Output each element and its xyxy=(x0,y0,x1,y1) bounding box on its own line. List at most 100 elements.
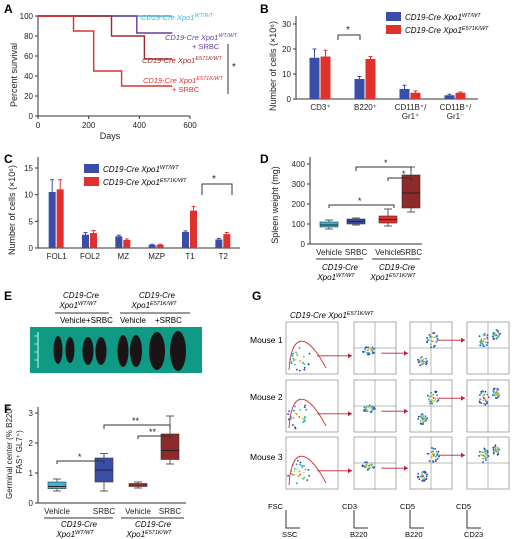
flow-dot-1-0-0-9 xyxy=(294,405,296,408)
flow-dot-0-2-1-17 xyxy=(431,340,434,343)
flow-dot-2-0-0-16 xyxy=(297,460,299,462)
panel-f-xcat-1: SRBC xyxy=(93,507,115,516)
flow-dot-2-3-0-8 xyxy=(482,457,485,460)
panel-b-categories: CD3⁺ B220⁺ CD11B⁺/Gr1⁺CD11B⁺/Gr1⁻ xyxy=(310,103,472,121)
legend-a-2-label: CD19-Cre Xpo1 xyxy=(142,56,195,65)
flow-dot-1-2-1-20 xyxy=(434,398,437,401)
panel-c-bar-0-5 xyxy=(215,239,223,248)
flow-dot-0-0-0-6 xyxy=(296,354,299,357)
panel-c-categories: FOL1 FOL2 MZ MZP T1 T2 xyxy=(47,252,229,261)
flow-dot-2-1-0-15 xyxy=(371,463,373,466)
panel-d-group1-l2: Xpo1WT/WT xyxy=(316,273,355,282)
flow-dot-1-3-0-2 xyxy=(480,392,482,395)
panel-c-bar-1-3 xyxy=(156,244,164,248)
legend-a-2-sup: E571K/WT xyxy=(195,56,222,62)
legend-a-2: CD19-Cre Xpo1E571K/WT xyxy=(142,56,223,65)
flow-dot-1-3-1-14 xyxy=(491,394,494,396)
flow-dot-1-2-1-15 xyxy=(432,400,435,403)
flow-dot-0-2-1-18 xyxy=(436,337,439,340)
flow-dot-1-2-0-25 xyxy=(422,415,425,417)
panel-d-ytick-label-2: 200 xyxy=(292,200,306,209)
panel-d-boxes xyxy=(319,166,421,230)
panel-a-yticks: 0 20 40 60 80 100 xyxy=(20,12,38,121)
flow-dot-0-2-0-23 xyxy=(417,358,419,361)
panel-b-bar-1-0 xyxy=(320,56,331,99)
flow-dot-1-2-1-5 xyxy=(426,394,429,397)
flow-dot-2-0-0-8 xyxy=(295,463,298,466)
flow-dot-0-3-0-17 xyxy=(484,341,487,343)
flow-dot-2-1-0-24 xyxy=(362,465,365,467)
panel-g-mouse-3: Mouse 3 xyxy=(250,452,283,462)
flow-dot-2-2-1-13 xyxy=(438,455,440,458)
flow-dot-0-0-0-20 xyxy=(294,363,296,366)
flow-dot-0-0-0-26 xyxy=(301,362,304,364)
flow-dot-0-3-0-0 xyxy=(480,339,483,342)
flow-plot-0-0 xyxy=(285,321,339,375)
panel-f-xcat-0: Vehicle xyxy=(44,507,70,516)
axis-y-fsc: FSC xyxy=(268,502,284,511)
flow-dot-1-2-0-17 xyxy=(424,415,427,418)
panel-c-cat-1: FOL2 xyxy=(80,252,101,261)
flow-dot-0-1-0-17 xyxy=(371,349,374,352)
panel-d-xcat-1: SRBC xyxy=(345,248,367,257)
flow-dot-2-0-0-20 xyxy=(298,470,301,473)
axis-x-b220-1: B220 xyxy=(350,530,368,539)
flow-dot-1-2-1-25 xyxy=(428,400,431,403)
panel-e-group2-l1: CD19-Cre xyxy=(139,291,176,300)
flow-arrowhead-2-1 xyxy=(404,465,408,471)
spleen-mut-srbc-1 xyxy=(149,332,165,370)
panel-f-sig-3: ** xyxy=(149,427,157,437)
panel-f-sig-bracket-1 xyxy=(56,460,105,464)
flow-dot-1-2-0-27 xyxy=(419,422,422,425)
panel-a-ytick-label-1: 20 xyxy=(24,92,33,101)
flow-dot-2-0-0-24 xyxy=(295,482,298,485)
flow-dot-0-2-1-15 xyxy=(431,336,433,339)
panel-c: C Number of cells (×10⁶) 0 5 10 15 FOL1 FOL2… xyxy=(4,152,240,261)
flow-dot-2-0-0-0 xyxy=(302,478,304,480)
panel-c-legend: CD19-Cre Xpo1WT/WT CD19-Cre Xpo1E571K/WT xyxy=(84,164,187,187)
flow-dot-1-2-0-21 xyxy=(417,415,420,418)
flow-dot-0-2-1-23 xyxy=(429,336,431,339)
flow-arrowhead-0-1 xyxy=(404,350,408,356)
flow-dot-2-3-0-3 xyxy=(486,456,488,459)
legend-c-wt: CD19-Cre Xpo1WT/WT xyxy=(103,165,179,174)
flow-dot-2-2-1-15 xyxy=(432,454,435,457)
panel-b-cat-1: B220⁺ xyxy=(354,103,377,112)
legend-a-0-sup: WT/WT xyxy=(194,13,213,19)
flow-dot-0-2-0-27 xyxy=(425,357,427,360)
panel-f-sig-2: ** xyxy=(132,416,140,426)
panel-g-axis-labels: FSC SSC CD3 B220 CD5 B220 CD5 CD23 xyxy=(268,502,483,539)
panel-d-sig-bracket-1 xyxy=(328,204,395,208)
flow-dot-2-2-1-24 xyxy=(435,459,437,461)
panel-f-group2-l2-text: Xpo1 xyxy=(125,530,145,539)
flow-dot-0-2-1-9 xyxy=(432,332,434,335)
flow-dot-2-3-0-14 xyxy=(486,453,489,456)
flow-plot-1-0 xyxy=(285,379,339,433)
flow-dot-0-2-0-25 xyxy=(425,363,427,366)
panel-g-letter: G xyxy=(252,289,261,303)
flow-dot-2-3-0-20 xyxy=(481,451,483,454)
flow-dot-2-2-1-7 xyxy=(431,447,433,449)
panel-g-title-text: CD19-Cre Xpo1 xyxy=(290,311,347,320)
flow-dot-2-3-1-26 xyxy=(494,444,497,447)
flow-dot-1-3-0-20 xyxy=(479,398,482,401)
panel-b-cat-3: CD11B⁺/ xyxy=(440,103,472,112)
flow-dot-1-3-1-23 xyxy=(497,396,499,398)
flow-dot-0-2-1-26 xyxy=(435,335,438,338)
flow-dot-1-3-0-25 xyxy=(484,403,486,405)
panel-d-xcat-3: SRBC xyxy=(400,248,422,257)
panel-a-ytick-label-5: 100 xyxy=(20,12,34,21)
flow-dot-1-2-0-15 xyxy=(420,413,423,416)
panel-a-ytick-label-2: 40 xyxy=(24,72,33,81)
panel-f-sig-bracket-2 xyxy=(103,424,171,429)
panel-e-group1-sup: WT/WT xyxy=(78,301,97,307)
flow-dot-2-2-0-10 xyxy=(419,475,422,478)
spleen-mut-vehicle-2 xyxy=(130,335,142,367)
flow-dot-0-2-0-21 xyxy=(425,360,428,363)
flow-dot-0-0-0-8 xyxy=(296,352,298,355)
flow-dot-2-3-1-24 xyxy=(497,448,500,450)
panel-d-xcat-0: Vehicle xyxy=(316,248,342,257)
panel-b: B Number of cells (×10⁶) 0 10 20 30 CD3⁺ B22… xyxy=(260,2,489,121)
flow-dot-1-0-0-14 xyxy=(287,413,289,416)
